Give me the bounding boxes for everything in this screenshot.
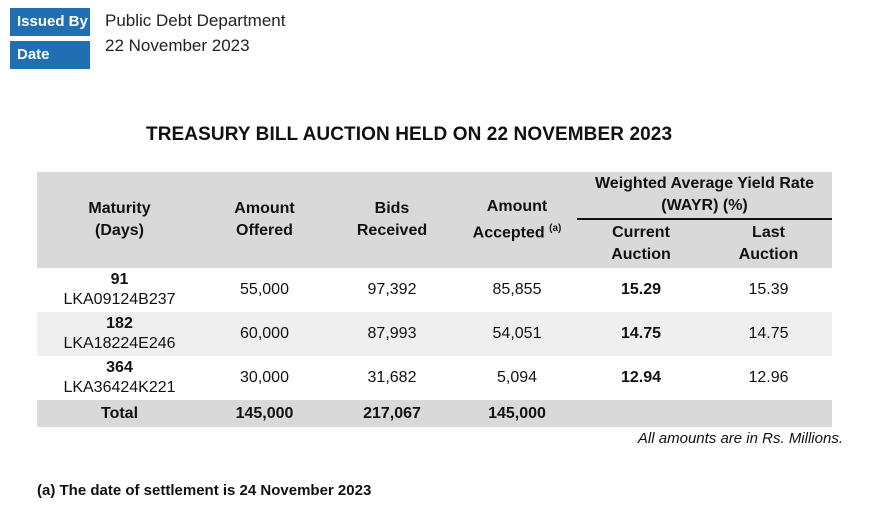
last-wayr-cell: 15.39 (748, 281, 789, 298)
accepted-cell: 5,094 (496, 369, 538, 386)
bids-cell: 97,392 (367, 281, 417, 298)
auction-table: Maturity (Days) Amount Offered Bids Receive… (37, 172, 832, 427)
date-label: Date (10, 41, 90, 69)
accepted-cell: 54,051 (457, 312, 577, 356)
table-row: 364 LKA36424K221 30,000 31,682 5,094 12.9… (37, 356, 832, 400)
header-amount-accepted: Amount Accepted (a) (457, 172, 577, 268)
table-row: 91 LKA09124B237 55,000 97,392 85,855 15.2… (37, 268, 832, 312)
maturity-cell: 91 LKA09124B237 (63, 271, 176, 308)
bids-cell: 87,993 (327, 312, 457, 356)
header-amount-offered: Amount Offered (202, 172, 327, 268)
total-label: Total (37, 400, 202, 427)
total-empty-cell (705, 400, 832, 427)
maturity-cell: 182 LKA18224E246 (37, 312, 202, 356)
total-offered: 145,000 (202, 400, 327, 427)
date-value: 22 November 2023 (105, 36, 250, 55)
issued-by-label: Issued By (10, 8, 90, 36)
total-bids: 217,067 (327, 400, 457, 427)
offered-cell: 55,000 (240, 281, 289, 298)
header-maturity: Maturity (Days) (37, 172, 202, 268)
offered-cell: 30,000 (240, 369, 289, 386)
issued-by-value: Public Debt Department (105, 11, 286, 30)
current-wayr-cell: 14.75 (577, 312, 705, 356)
header-wayr: Weighted Average Yield Rate (WAYR) (%) (577, 172, 832, 220)
current-wayr-cell: 15.29 (620, 281, 662, 298)
total-accepted: 145,000 (457, 400, 577, 427)
amounts-note: All amounts are in Rs. Millions. (637, 430, 843, 447)
total-row: Total 145,000 217,067 145,000 (37, 400, 832, 427)
footnote-marker: (a) (549, 222, 562, 234)
table-row: 182 LKA18224E246 60,000 87,993 54,051 14.… (37, 312, 832, 356)
last-wayr-cell: 12.96 (748, 369, 789, 386)
accepted-cell: 85,855 (492, 281, 542, 298)
maturity-cell: 364 LKA36424K221 (63, 359, 176, 396)
last-wayr-cell: 14.75 (705, 312, 832, 356)
page-title: TREASURY BILL AUCTION HELD ON 22 NOVEMBE… (146, 124, 673, 145)
total-empty-cell (577, 400, 705, 427)
current-wayr-cell: 12.94 (620, 369, 662, 386)
offered-cell: 60,000 (202, 312, 327, 356)
header-last-auction: Last Auction (705, 219, 832, 268)
bids-cell: 31,682 (367, 369, 417, 386)
header-bids-received: Bids Received (327, 172, 457, 268)
settlement-note: (a) The date of settlement is 24 Novembe… (37, 482, 372, 499)
header-current-auction: Current Auction (577, 219, 705, 268)
